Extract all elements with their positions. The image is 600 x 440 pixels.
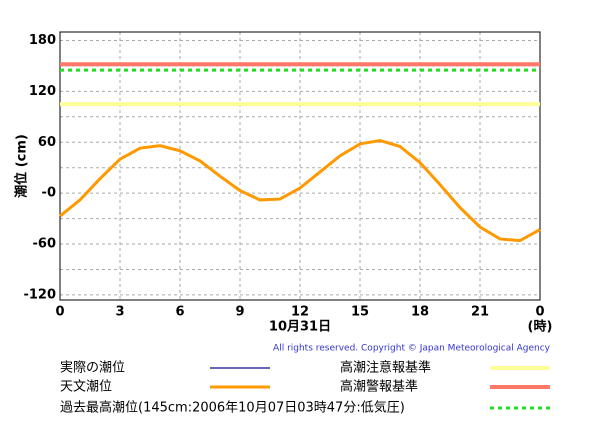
x-unit: (時) [528, 319, 553, 335]
x-tick-label: 3 [115, 305, 124, 320]
x-tick-label: 9 [235, 305, 244, 320]
y-tick-label: -0 [42, 186, 56, 201]
x-tick-label: 18 [411, 305, 429, 320]
x-tick-label: 0 [55, 305, 64, 320]
legend-label: 過去最高潮位(145cm:2006年10月07日03時47分:低気圧) [60, 400, 405, 416]
x-tick-label: 12 [291, 305, 309, 320]
plot-frame [59, 31, 541, 301]
series-line [59, 139, 541, 243]
y-tick-label: -60 [33, 237, 57, 252]
legend-label: 高潮警報基準 [340, 379, 418, 395]
x-tick-label: 21 [471, 305, 489, 320]
x-axis-label: 10月31日 [269, 320, 331, 335]
x-tick-label: 6 [175, 305, 184, 320]
y-tick-label: -120 [23, 287, 56, 302]
legend-label: 天文潮位 [60, 380, 112, 395]
y-axis-label: 潮位 (cm) [14, 134, 30, 198]
y-tick-label: 120 [29, 84, 56, 99]
y-tick-label: 180 [29, 33, 56, 48]
copyright: All rights reserved. Copyright © Japan M… [273, 344, 551, 354]
legend-label: 実際の潮位 [60, 360, 125, 376]
x-tick-label: 15 [351, 305, 369, 320]
x-tick-label: 0 [535, 305, 544, 320]
y-tick-label: 60 [38, 135, 56, 150]
legend-label: 高潮注意報基準 [340, 360, 431, 376]
